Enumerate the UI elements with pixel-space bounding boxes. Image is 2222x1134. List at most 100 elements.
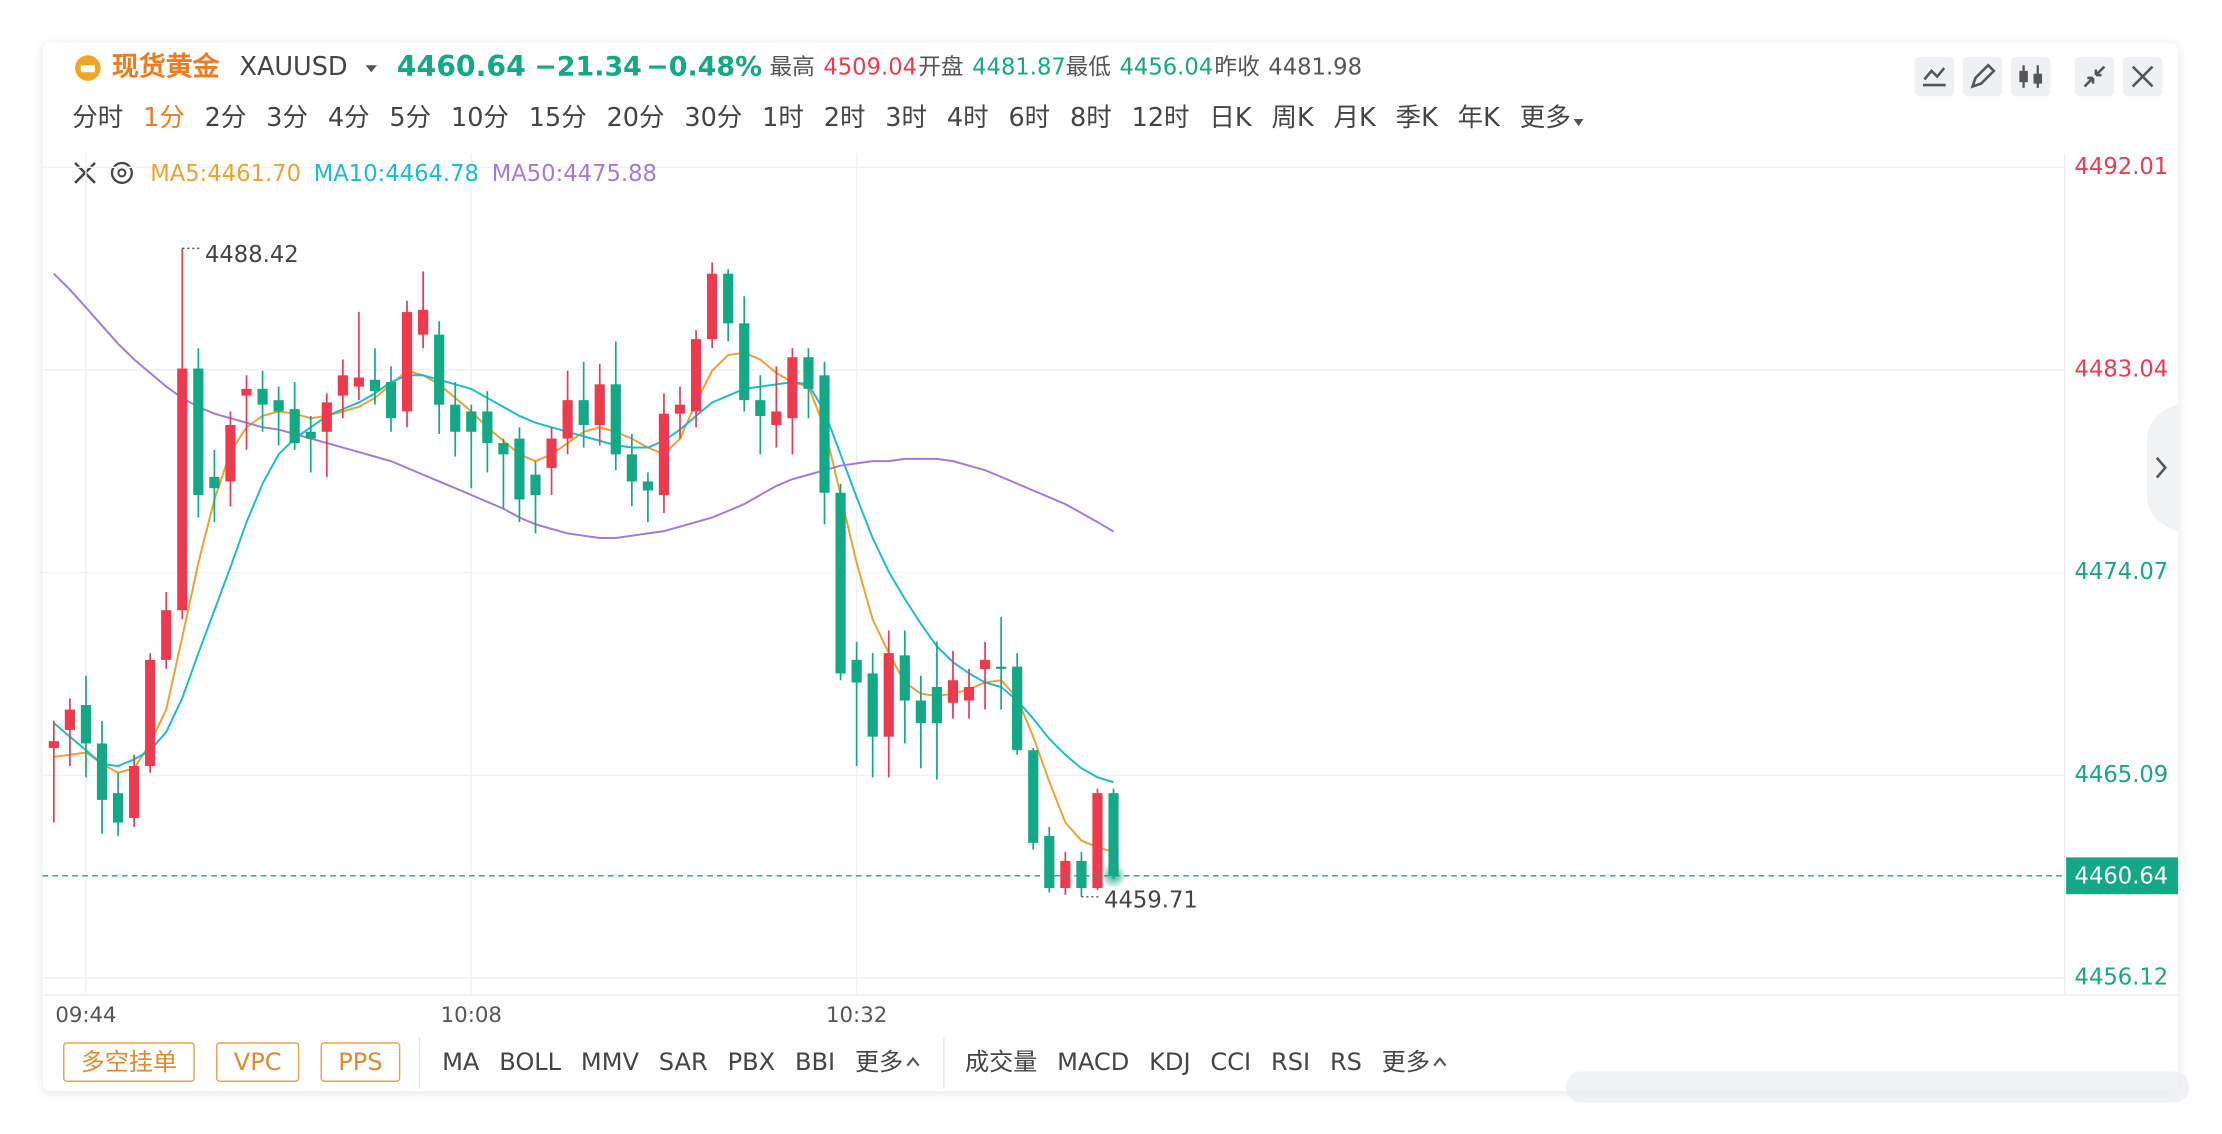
- candle-body: [209, 476, 220, 489]
- indicator-tab[interactable]: BBI: [795, 1048, 835, 1076]
- x-tick-label: 10:32: [826, 1003, 887, 1028]
- ma-settings[interactable]: [110, 161, 133, 184]
- timeframe-tab[interactable]: 6时: [1008, 103, 1050, 133]
- timeframe-tab[interactable]: 月K: [1334, 103, 1378, 133]
- candle-body: [514, 438, 525, 500]
- symbol-dropdown[interactable]: [365, 65, 377, 73]
- timeframe-tab[interactable]: 2分: [205, 103, 247, 133]
- candle-body: [241, 388, 252, 396]
- change-pct: −0.48%: [646, 52, 762, 83]
- draw-tool[interactable]: [1962, 56, 2003, 97]
- indicator-tab[interactable]: 更多: [855, 1048, 903, 1076]
- candle-body: [129, 766, 140, 818]
- stat-label: 最高: [769, 55, 814, 81]
- timeframe-tab[interactable]: 30分: [684, 103, 742, 133]
- indicator-tab[interactable]: RSI: [1271, 1048, 1310, 1076]
- line-tool[interactable]: [1914, 56, 1955, 97]
- indicator-tab[interactable]: PBX: [728, 1048, 776, 1076]
- indicator-tab[interactable]: MA: [442, 1048, 480, 1076]
- gold-icon-bar: [80, 65, 95, 73]
- timeframe-tab[interactable]: 2时: [824, 103, 866, 133]
- candle-body: [193, 368, 204, 496]
- stat-value: 4509.04: [823, 55, 917, 81]
- candle-body: [562, 400, 573, 439]
- timeframe-tab[interactable]: 周K: [1271, 103, 1315, 133]
- candle-body: [434, 334, 445, 405]
- candle-body: [996, 666, 1007, 669]
- hide-ma[interactable]: [74, 162, 96, 184]
- candle-body: [1060, 860, 1071, 888]
- timeframe-tab[interactable]: 20分: [607, 103, 665, 133]
- indicator-tab[interactable]: KDJ: [1149, 1048, 1190, 1076]
- timeframe-tab[interactable]: 8时: [1070, 103, 1112, 133]
- indicator-tab[interactable]: RS: [1330, 1048, 1362, 1076]
- candle-body: [145, 659, 156, 767]
- candle-body: [369, 379, 381, 392]
- toolbar-button-label: VPC: [234, 1048, 282, 1076]
- toolbar-button[interactable]: [63, 1042, 195, 1082]
- timeframe-tab[interactable]: 季K: [1396, 103, 1440, 133]
- candle-body: [1012, 666, 1023, 751]
- shrink[interactable]: [2074, 56, 2115, 97]
- timeframe-tab[interactable]: 5分: [389, 103, 431, 133]
- timeframe-tab[interactable]: 更多: [1520, 103, 1571, 133]
- timeframe-tab[interactable]: 15分: [529, 103, 587, 133]
- timeframe-tab[interactable]: 4时: [947, 103, 989, 133]
- candle-body: [915, 700, 926, 724]
- more-arrow: [1573, 119, 1584, 127]
- timeframe-tab[interactable]: 4分: [328, 103, 370, 133]
- timeframe-tab[interactable]: 12时: [1132, 103, 1190, 133]
- change: −21.34: [534, 52, 642, 83]
- candle-body: [1092, 793, 1103, 888]
- candle-body: [723, 273, 734, 324]
- timeframe-tab[interactable]: 1时: [762, 103, 804, 133]
- timeframe-tab[interactable]: 3分: [266, 103, 308, 133]
- indicator-tab[interactable]: SAR: [659, 1048, 708, 1076]
- max-label: 4488.42: [205, 242, 299, 268]
- indicator-tab[interactable]: 更多: [1382, 1048, 1430, 1076]
- timeframe-tab[interactable]: 1分: [143, 103, 185, 133]
- stat-value: 4481.98: [1268, 55, 1362, 81]
- legend-entry: MA10:4464.78: [314, 161, 479, 187]
- candle-body: [466, 411, 477, 432]
- timeframe-tab[interactable]: 年K: [1458, 103, 1502, 133]
- side-panel-toggle[interactable]: [2146, 403, 2179, 532]
- more-arrow: [906, 1056, 920, 1067]
- candle-body: [707, 273, 718, 340]
- instrument-symbol[interactable]: XAUUSD: [239, 52, 347, 82]
- indicator-tab[interactable]: BOLL: [499, 1048, 561, 1076]
- candle-body: [739, 323, 750, 401]
- stat-value: 4456.04: [1120, 55, 1214, 81]
- timeframe-tab[interactable]: 10分: [451, 103, 509, 133]
- stat-label: 昨收: [1214, 55, 1259, 81]
- candle-body: [273, 400, 284, 412]
- toolbar-icons: [1914, 56, 2163, 97]
- timeframe-tab[interactable]: 分时: [72, 103, 123, 133]
- candle-body: [755, 400, 766, 416]
- toolbar-button[interactable]: [320, 1042, 401, 1082]
- candle-body: [1028, 750, 1039, 843]
- candle-body: [819, 375, 830, 493]
- timeframe-tab[interactable]: 3时: [885, 103, 927, 133]
- candle-body: [112, 793, 124, 823]
- indicator-tab[interactable]: MACD: [1057, 1048, 1129, 1076]
- candle-tool[interactable]: [2010, 56, 2051, 97]
- candle-body: [353, 377, 365, 387]
- candle-body: [851, 659, 862, 683]
- indicator-tab[interactable]: CCI: [1210, 1048, 1251, 1076]
- candle-body: [337, 375, 348, 396]
- last-price-tag: [2066, 857, 2179, 895]
- candle-body: [96, 743, 108, 800]
- price: 4460.64: [397, 50, 526, 83]
- instrument-name: 现货黄金: [112, 51, 221, 83]
- scroll-bar[interactable]: [1565, 1071, 2190, 1103]
- indicator-tab[interactable]: 成交量: [965, 1048, 1037, 1076]
- indicator-tab[interactable]: MMV: [581, 1048, 640, 1076]
- y-tick-label: 4492.01: [2075, 154, 2169, 180]
- candle-body: [690, 339, 702, 412]
- plot: 4492.01 4483.04 4474.07 4465.09 4456.12 09:44…: [42, 153, 2179, 1028]
- candle-body: [979, 659, 991, 669]
- toolbar-button[interactable]: [216, 1042, 300, 1082]
- candle-body: [578, 400, 589, 425]
- timeframe-tab[interactable]: 日K: [1209, 103, 1252, 133]
